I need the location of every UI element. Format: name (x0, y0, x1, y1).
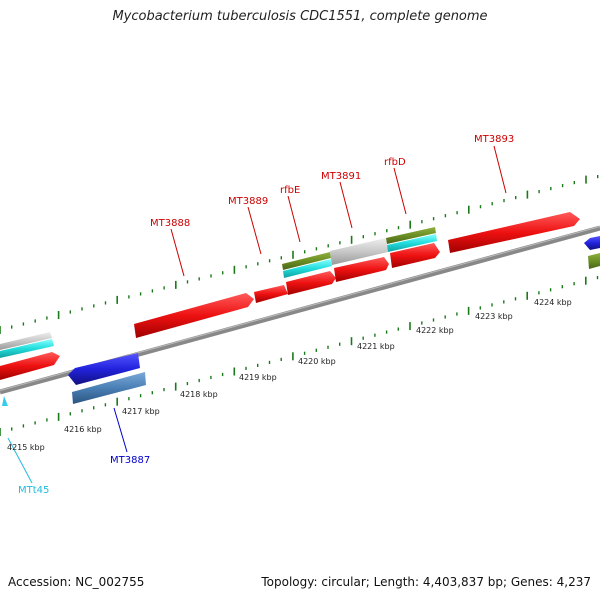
scale-label-4221: 4221 kbp (357, 342, 395, 351)
gene-label-mt3887: MT3887 (110, 455, 150, 466)
misc-feature-olive-2[interactable] (386, 227, 436, 244)
scale-label-4215: 4215 kbp (7, 443, 45, 452)
scale-label-4218: 4218 kbp (180, 390, 218, 399)
rna-feature-cyan-2[interactable] (387, 234, 437, 252)
cds-feature-mt3888[interactable] (134, 293, 254, 338)
scale-label-4217: 4217 kbp (122, 407, 160, 416)
cds-feature-rfbD[interactable] (390, 243, 440, 268)
map-title: Mycobacterium tuberculosis CDC1551, comp… (112, 9, 488, 24)
scale-label-4216: 4216 kbp (64, 425, 102, 434)
cds-feature-rfbE[interactable] (286, 271, 336, 295)
scale-label-4222: 4222 kbp (416, 326, 454, 335)
leader-rfbe (287, 195, 301, 243)
rna-feature-cyan-1[interactable] (283, 259, 332, 278)
trna-marker-mtt45[interactable] (2, 396, 8, 406)
cds-feature-gray-mid[interactable] (330, 238, 388, 265)
inner-tick-ruler (0, 276, 599, 436)
scale-label-4224: 4224 kbp (534, 298, 572, 307)
cds-feature-steel[interactable] (72, 372, 146, 404)
genome-summary-label: Topology: circular; Length: 4,403,837 bp… (261, 575, 591, 589)
accession-label: Accession: NC_002755 (8, 575, 145, 589)
cds-feature-mt3891[interactable] (334, 257, 389, 282)
cds-feature-mt3889[interactable] (254, 285, 288, 303)
scale-label-4223: 4223 kbp (475, 312, 513, 321)
gene-label-rfbd: rfbD (384, 157, 406, 168)
cds-feature-right-blue[interactable] (584, 236, 600, 250)
cds-feature-left-red[interactable] (0, 352, 60, 380)
cds-feature-left-gray[interactable] (0, 332, 52, 350)
rna-feature-left-cyan[interactable] (0, 339, 54, 358)
gene-label-mt3891: MT3891 (321, 171, 361, 182)
gene-label-mt3893: MT3893 (474, 134, 514, 145)
leader-mt3893 (493, 145, 507, 194)
leader-rfbd (393, 167, 407, 215)
cds-feature-mt3893[interactable] (448, 212, 580, 253)
scale-label-4220: 4220 kbp (298, 357, 336, 366)
leader-mt3887 (113, 407, 128, 453)
gene-label-mt3889: MT3889 (228, 196, 268, 207)
gene-label-rfbe: rfbE (280, 185, 300, 196)
cds-feature-mt3887-blue[interactable] (68, 353, 140, 385)
leader-mt3888 (170, 228, 185, 277)
misc-feature-olive-1[interactable] (282, 252, 331, 270)
misc-feature-right-olive[interactable] (588, 253, 600, 269)
gene-label-mt3888: MT3888 (150, 218, 190, 229)
leader-mtt45 (7, 437, 33, 484)
leader-mt3891 (339, 181, 353, 229)
gene-label-mtt45: MTt45 (18, 485, 49, 496)
outer-tick-ruler (0, 175, 599, 334)
scale-label-4219: 4219 kbp (239, 373, 277, 382)
leader-mt3889 (247, 206, 262, 255)
